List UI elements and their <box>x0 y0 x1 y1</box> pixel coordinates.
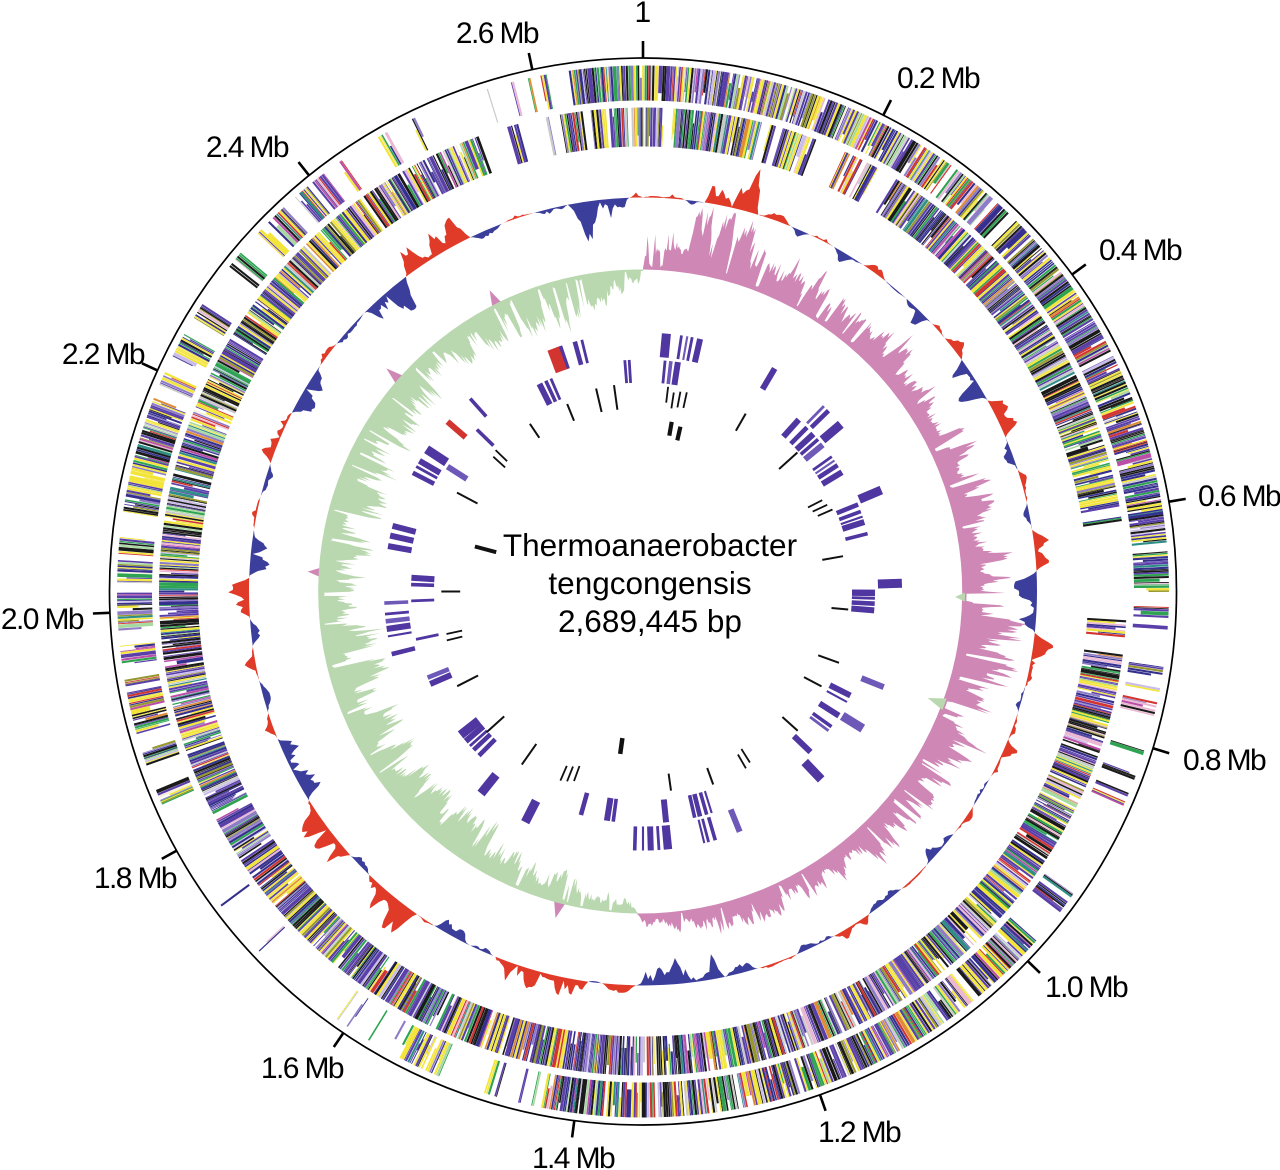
svg-text:1.4 Mb: 1.4 Mb <box>532 1142 615 1170</box>
svg-text:1.2 Mb: 1.2 Mb <box>818 1116 901 1149</box>
svg-text:1.6 Mb: 1.6 Mb <box>261 1052 344 1085</box>
svg-text:2.6 Mb: 2.6 Mb <box>456 17 539 50</box>
svg-text:1.0 Mb: 1.0 Mb <box>1045 971 1128 1004</box>
svg-text:0.2 Mb: 0.2 Mb <box>897 62 980 95</box>
svg-text:1.8 Mb: 1.8 Mb <box>94 862 177 895</box>
svg-text:0.8 Mb: 0.8 Mb <box>1183 744 1266 777</box>
svg-text:tengcongensis: tengcongensis <box>548 565 751 601</box>
svg-text:0.6 Mb: 0.6 Mb <box>1198 480 1280 513</box>
svg-text:Thermoanaerobacter: Thermoanaerobacter <box>503 527 797 563</box>
svg-text:2.2 Mb: 2.2 Mb <box>62 338 145 371</box>
svg-text:2.0 Mb: 2.0 Mb <box>1 603 84 636</box>
svg-text:0.4 Mb: 0.4 Mb <box>1099 234 1182 267</box>
svg-text:1: 1 <box>634 0 650 29</box>
svg-text:2.4 Mb: 2.4 Mb <box>206 131 289 164</box>
svg-text:2,689,445 bp: 2,689,445 bp <box>558 603 742 639</box>
